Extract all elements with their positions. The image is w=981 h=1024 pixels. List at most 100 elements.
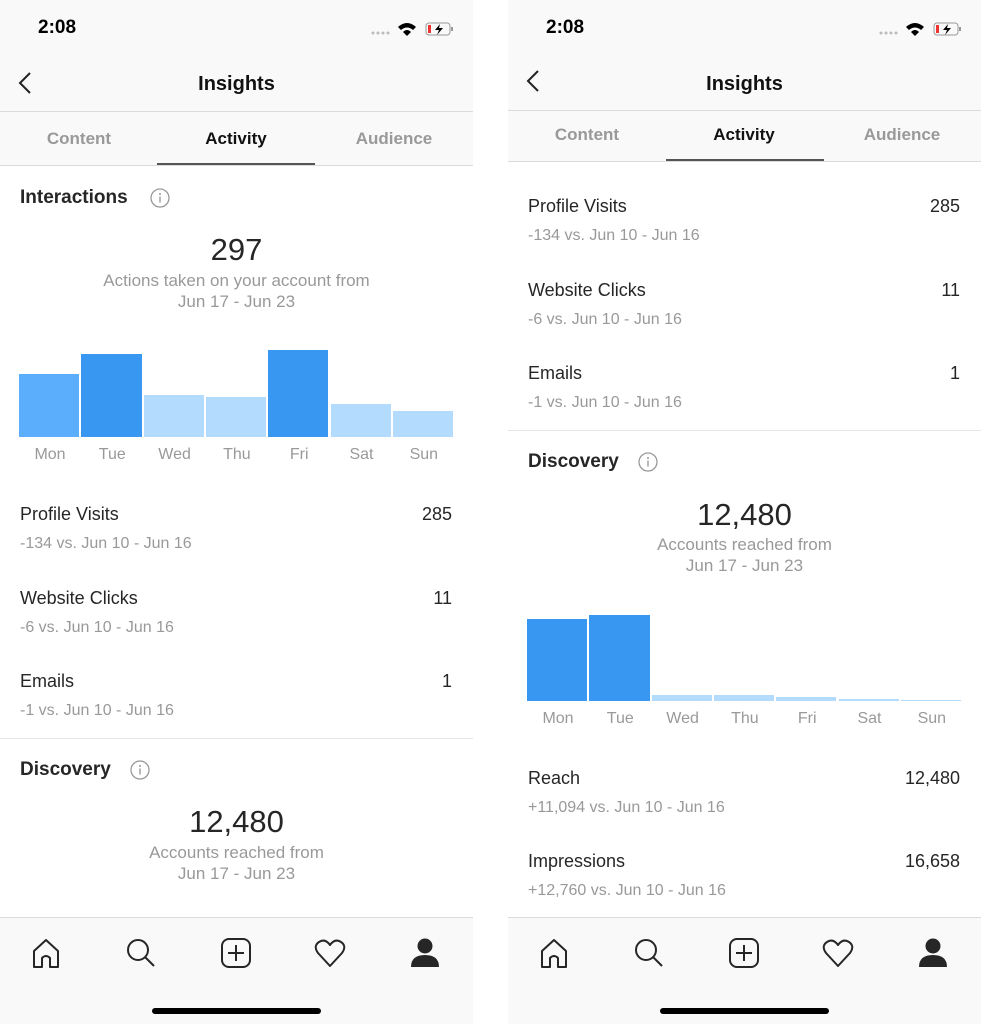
new-post-icon[interactable] [219, 936, 253, 970]
bar-sun[interactable] [900, 699, 962, 701]
row-change: -6 vs. Jun 10 - Jun 16 [528, 311, 682, 328]
activity-heart-icon[interactable] [313, 936, 347, 970]
bottom-nav [508, 917, 981, 1024]
back-button[interactable] [524, 68, 544, 94]
discovery-range: Jun 17 - Jun 23 [177, 864, 296, 883]
status-icons [370, 20, 456, 38]
discovery-caption: Accounts reached from [657, 535, 832, 554]
info-icon[interactable] [638, 452, 658, 472]
divider [508, 161, 981, 162]
profile-icon[interactable] [916, 936, 950, 970]
x-tick-label: Fri [289, 446, 309, 463]
bottom-nav [0, 917, 473, 1024]
bar-tue[interactable] [81, 353, 142, 437]
row-label: Profile Visits [528, 196, 627, 216]
tab-audience[interactable]: Audience [863, 125, 941, 144]
row-label: Reach [528, 768, 581, 788]
discovery-value: 12,480 [189, 804, 284, 839]
search-icon[interactable] [124, 936, 158, 970]
row-change: +11,094 vs. Jun 10 - Jun 16 [528, 799, 725, 816]
phone-left: 2:08 Insights Content Activity Audience … [0, 0, 473, 1024]
bar-sun[interactable] [392, 410, 454, 437]
discovery-caption: Accounts reached from [149, 843, 324, 862]
bar-mon[interactable] [19, 373, 80, 437]
home-indicator[interactable] [152, 1008, 321, 1014]
tab-audience[interactable]: Audience [355, 129, 433, 148]
x-tick-label: Wed [666, 710, 699, 727]
row-label: Website Clicks [528, 280, 646, 300]
divider [508, 110, 981, 111]
row-value: 11 [433, 588, 452, 608]
row-label: Impressions [528, 851, 626, 871]
header [0, 0, 473, 165]
row-change: -6 vs. Jun 10 - Jun 16 [20, 619, 174, 636]
x-tick-label: Fri [797, 710, 817, 727]
activity-heart-icon[interactable] [821, 936, 855, 970]
bar-wed[interactable] [651, 695, 712, 701]
x-tick-label: Wed [158, 446, 191, 463]
row-change: -1 vs. Jun 10 - Jun 16 [20, 702, 174, 719]
tab-content[interactable]: Content [46, 129, 112, 148]
x-tick-label: Sun [409, 446, 439, 463]
bar-tue[interactable] [589, 615, 650, 701]
divider [0, 111, 473, 112]
home-icon[interactable] [29, 936, 63, 970]
profile-icon[interactable] [408, 936, 442, 970]
new-post-icon[interactable] [727, 936, 761, 970]
status-icons [878, 20, 964, 38]
x-tick-label: Thu [223, 446, 251, 463]
row-value: 11 [941, 280, 960, 300]
row-label: Emails [528, 363, 583, 383]
tab-activity[interactable]: Activity [205, 129, 267, 148]
divider [508, 430, 981, 431]
home-icon[interactable] [537, 936, 571, 970]
row-value: 285 [929, 196, 960, 216]
bar-sat[interactable] [838, 699, 899, 701]
row-change: -134 vs. Jun 10 - Jun 16 [20, 535, 192, 552]
interactions-value: 297 [210, 232, 263, 267]
row-value: 16,658 [904, 851, 960, 871]
active-tab-indicator [666, 159, 824, 161]
interactions-title: Interactions [20, 187, 128, 208]
back-button[interactable] [16, 70, 36, 96]
chevron-left-icon [18, 72, 31, 94]
bar-fri[interactable] [776, 696, 837, 701]
interactions-caption: Actions taken on your account from [103, 271, 370, 290]
info-icon[interactable] [130, 760, 150, 780]
active-tab-indicator [157, 163, 315, 165]
info-icon[interactable] [150, 188, 170, 208]
header [508, 0, 981, 161]
row-change: +12,760 vs. Jun 10 - Jun 16 [528, 882, 726, 899]
phone-right: 2:08 Insights Content Activity Audience … [508, 0, 981, 1024]
tab-activity[interactable]: Activity [713, 125, 775, 144]
home-indicator[interactable] [660, 1008, 829, 1014]
row-value: 285 [421, 504, 452, 524]
tab-content[interactable]: Content [554, 125, 620, 144]
x-tick-label: Thu [731, 710, 759, 727]
discovery-value: 12,480 [697, 497, 792, 532]
page-title: Insights [706, 73, 783, 95]
bar-thu[interactable] [205, 396, 267, 437]
page-title: Insights [198, 73, 275, 95]
x-tick-label: Mon [34, 446, 66, 463]
bar-fri[interactable] [268, 350, 329, 437]
divider [0, 738, 473, 739]
divider [0, 165, 473, 166]
x-tick-label: Tue [98, 446, 126, 463]
bar-thu[interactable] [713, 695, 775, 701]
row-value: 12,480 [904, 768, 960, 788]
x-tick-label: Sun [917, 710, 947, 727]
row-value: 1 [949, 363, 960, 383]
row-label: Profile Visits [20, 504, 119, 524]
x-tick-label: Tue [606, 710, 634, 727]
discovery-title: Discovery [528, 451, 619, 472]
bar-mon[interactable] [527, 619, 588, 701]
bar-sat[interactable] [330, 404, 391, 437]
status-time: 2:08 [38, 17, 77, 38]
row-label: Website Clicks [20, 588, 138, 608]
row-change: -1 vs. Jun 10 - Jun 16 [528, 394, 682, 411]
x-tick-label: Sat [349, 446, 374, 463]
bar-wed[interactable] [143, 395, 204, 437]
row-change: -134 vs. Jun 10 - Jun 16 [528, 227, 700, 244]
search-icon[interactable] [632, 936, 666, 970]
